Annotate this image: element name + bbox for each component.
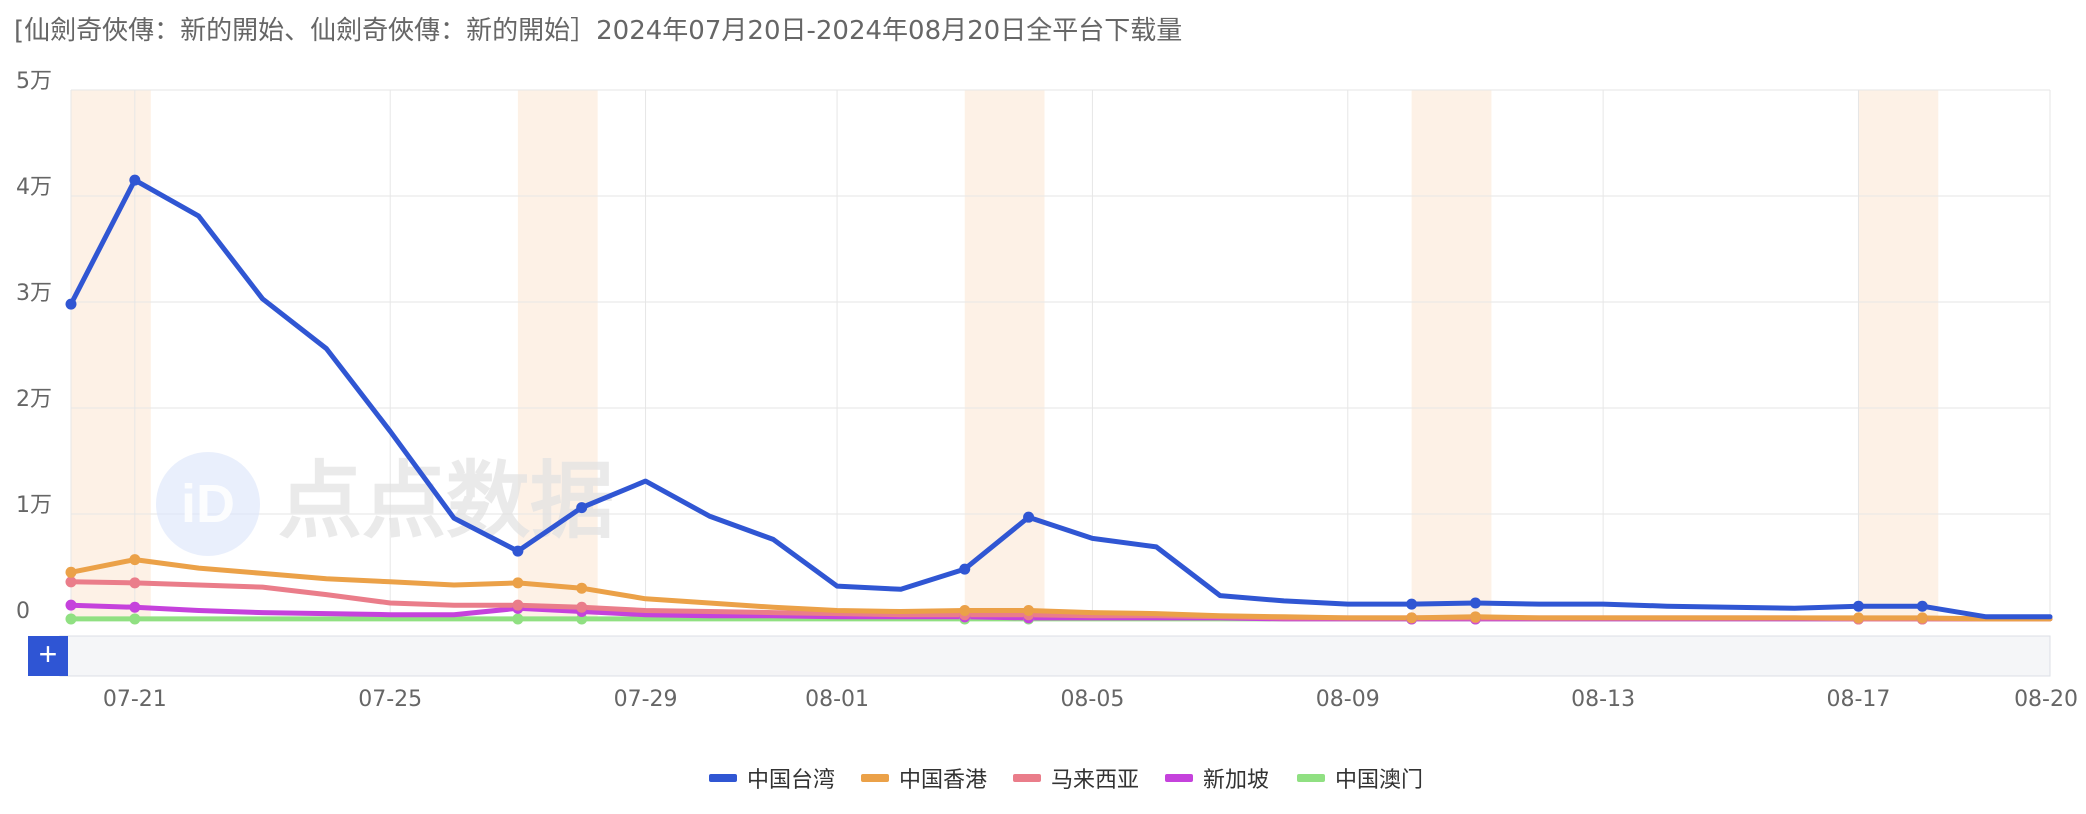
watermark-text: 点点数据 xyxy=(278,452,614,550)
x-tick-label: 08-09 xyxy=(1316,687,1380,712)
data-point[interactable] xyxy=(1406,598,1418,610)
zoom-scrollbar[interactable]: + xyxy=(28,635,2051,677)
data-point[interactable] xyxy=(959,563,971,575)
legend-swatch xyxy=(709,774,737,782)
weekend-band xyxy=(71,90,151,620)
data-point[interactable] xyxy=(576,601,588,613)
data-point[interactable] xyxy=(129,174,141,186)
data-point[interactable] xyxy=(1852,612,1864,624)
data-point[interactable] xyxy=(1852,600,1864,612)
legend-swatch xyxy=(1013,774,1041,782)
legend-label: 中国澳门 xyxy=(1335,768,1423,793)
series-markers xyxy=(65,174,1928,625)
watermark: iD 点点数据 xyxy=(156,452,614,556)
weekend-band xyxy=(964,90,1045,620)
data-point[interactable] xyxy=(129,601,141,613)
data-point[interactable] xyxy=(1023,604,1035,616)
y-tick-label: 3万 xyxy=(16,281,52,306)
data-point[interactable] xyxy=(959,604,971,616)
data-point[interactable] xyxy=(512,613,524,625)
watermark-logo xyxy=(156,452,260,556)
y-tick-label: 1万 xyxy=(16,493,52,518)
legend-label: 中国台湾 xyxy=(747,768,835,793)
data-point[interactable] xyxy=(65,298,77,310)
data-point[interactable] xyxy=(65,576,77,588)
legend-item[interactable]: 中国澳门 xyxy=(1297,768,1423,793)
y-tick-label: 2万 xyxy=(16,387,52,412)
legend-item[interactable]: 新加坡 xyxy=(1165,768,1269,793)
scrollbar-track[interactable] xyxy=(59,635,2051,677)
data-point[interactable] xyxy=(1916,600,1928,612)
legend-label: 马来西亚 xyxy=(1051,768,1139,793)
data-point[interactable] xyxy=(1916,612,1928,624)
series-line xyxy=(68,177,2053,620)
x-tick-label: 08-13 xyxy=(1571,687,1635,712)
y-tick-label: 0 xyxy=(16,599,30,624)
zoom-button[interactable] xyxy=(28,636,68,676)
data-point[interactable] xyxy=(1469,611,1481,623)
y-tick-label: 5万 xyxy=(16,69,52,94)
x-tick-label: 07-25 xyxy=(358,687,422,712)
data-point[interactable] xyxy=(129,577,141,589)
x-tick-label: 07-29 xyxy=(614,687,678,712)
x-tick-label: 08-17 xyxy=(1827,687,1891,712)
legend-swatch xyxy=(861,774,889,782)
data-point[interactable] xyxy=(65,613,77,625)
legend-item[interactable]: 中国台湾 xyxy=(709,768,835,793)
legend-item[interactable]: 中国香港 xyxy=(861,768,987,793)
data-point[interactable] xyxy=(129,613,141,625)
x-axis-ticks: 07-21 07-25 07-29 08-01 08-05 08-09 08-13 08-17… xyxy=(103,687,2078,712)
watermark-logo-letter: iD xyxy=(181,474,235,534)
data-point[interactable] xyxy=(129,554,141,566)
data-point[interactable] xyxy=(576,582,588,594)
weekend-band xyxy=(517,90,598,620)
legend-label: 中国香港 xyxy=(899,768,987,793)
weekend-band xyxy=(1411,90,1492,620)
data-point[interactable] xyxy=(1023,511,1035,523)
chart-title: [仙劍奇俠傳：新的開始、仙劍奇俠傳：新的開始］2024年07月20日-2024年… xyxy=(14,16,1183,46)
weekend-band xyxy=(1858,90,1939,620)
series-line xyxy=(68,557,2053,622)
data-point[interactable] xyxy=(1469,597,1481,609)
y-tick-label: 4万 xyxy=(16,175,52,200)
x-tick-label: 08-05 xyxy=(1060,687,1124,712)
data-point[interactable] xyxy=(512,599,524,611)
data-point[interactable] xyxy=(65,599,77,611)
y-axis-ticks: 0 1万 2万 3万 4万 5万 xyxy=(16,69,52,624)
data-point[interactable] xyxy=(1406,612,1418,624)
legend-item[interactable]: 马来西亚 xyxy=(1013,768,1139,793)
x-tick-label: 08-01 xyxy=(805,687,869,712)
data-point[interactable] xyxy=(576,502,588,514)
legend-label: 新加坡 xyxy=(1203,768,1269,793)
legend[interactable]: 中国台湾 中国香港 马来西亚 新加坡 中国澳门 xyxy=(709,768,1423,793)
zoom-button-label[interactable]: + xyxy=(39,636,58,672)
legend-swatch xyxy=(1297,774,1325,782)
data-point[interactable] xyxy=(512,577,524,589)
data-point[interactable] xyxy=(65,566,77,578)
x-tick-label: 07-21 xyxy=(103,687,167,712)
data-point[interactable] xyxy=(512,545,524,557)
x-tick-label: 08-20 xyxy=(2014,687,2078,712)
legend-swatch xyxy=(1165,774,1193,782)
series-lines xyxy=(68,177,2053,622)
